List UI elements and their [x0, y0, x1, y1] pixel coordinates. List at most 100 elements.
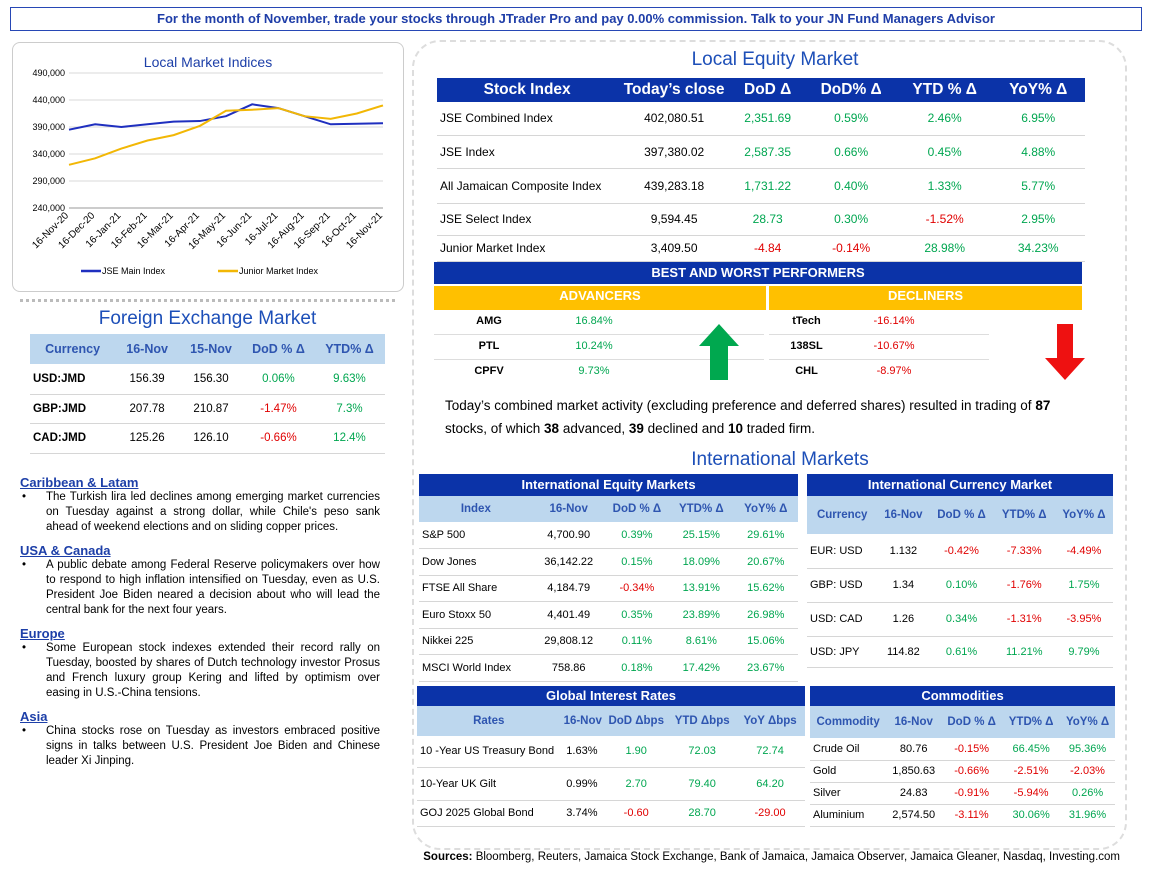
int-equity-table: International Equity Markets Index 16-Nov D… — [419, 474, 798, 682]
cell: CAD:JMD — [30, 423, 116, 454]
cell: 0.59% — [804, 102, 898, 136]
cell: -0.66% — [242, 423, 314, 454]
cell: 17.42% — [669, 654, 734, 682]
summary-part: 10 — [728, 421, 744, 436]
row: 10-Year UK Gilt 0.99% 2.70 79.40 64.20 — [417, 767, 805, 801]
row: 10 -Year US Treasury Bond 1.63% 1.90 72.03 7… — [417, 736, 805, 768]
performer-pct: 16.84% — [575, 315, 613, 327]
cell: 66.45% — [1002, 738, 1061, 761]
summary-part: traded firm. — [743, 421, 816, 436]
cell: 210.87 — [179, 394, 243, 424]
performer-pct: 10.24% — [575, 340, 613, 352]
header-row: Commodity 16-Nov DoD % Δ YTD% Δ YoY% Δ — [810, 706, 1115, 738]
cell: Nikkei 225 — [419, 628, 533, 655]
cell: -4.49% — [1054, 534, 1113, 569]
table-title: Commodities — [810, 686, 1115, 706]
row: S&P 500 4,700.90 0.39% 25.15% 29.61% — [419, 522, 798, 549]
international-title: International Markets — [691, 449, 869, 470]
bullet: • — [22, 725, 27, 737]
cell: -5.94% — [1002, 782, 1061, 805]
chart: Local Market Indices 240,000 290,000 340,00… — [30, 54, 385, 276]
cell: 29.61% — [733, 522, 798, 549]
y-tick-label: 440,000 — [32, 95, 65, 105]
cell: Silver — [810, 782, 887, 805]
cell: 1.63% — [560, 736, 604, 768]
news: Caribbean & Latam • The Turkish lira led d… — [20, 475, 380, 769]
cell: 4.88% — [991, 135, 1085, 169]
cell: 0.30% — [804, 203, 898, 236]
right-panel — [412, 40, 1127, 850]
cell: 34.23% — [991, 235, 1085, 262]
fx-title: Foreign Exchange Market — [98, 308, 317, 329]
performer-pct: 9.73% — [578, 365, 610, 377]
summary-part: stocks, of which — [445, 421, 545, 436]
cell: 15.06% — [733, 628, 798, 655]
cell: 0.66% — [804, 135, 898, 169]
cell: 0.40% — [804, 168, 898, 204]
header-cell: 16-Nov — [560, 706, 604, 736]
summary-part: 38 — [544, 421, 560, 436]
performer-row: PTL 10.24% — [434, 335, 764, 360]
summary-part: 39 — [628, 421, 644, 436]
cell: 439,283.18 — [617, 168, 731, 204]
news-item: • A public debate among Federal Reserve p… — [20, 558, 380, 618]
cell: 11.21% — [993, 636, 1055, 668]
row: Crude Oil 80.76 -0.15% 66.45% 95.36% — [810, 738, 1115, 761]
row: USD: JPY 114.82 0.61% 11.21% 9.79% — [807, 636, 1113, 668]
news-text: The Turkish lira led declines among emer… — [46, 491, 380, 533]
y-tick-label: 290,000 — [32, 176, 65, 186]
cell: 114.82 — [877, 636, 930, 668]
header-cell: 15-Nov — [179, 334, 243, 364]
performer-row: CPFV 9.73% — [434, 360, 764, 385]
cell: USD: CAD — [807, 602, 878, 637]
row: Aluminium 2,574.50 -3.11% 30.06% 31.96% — [810, 804, 1115, 827]
cell: 0.34% — [929, 602, 994, 637]
row: GBP: USD 1.34 0.10% -1.76% 1.75% — [807, 568, 1113, 603]
cell: 0.61% — [929, 636, 994, 668]
news-heading: USA & Canada — [20, 543, 111, 558]
row: USD:JMD 156.39 156.30 0.06% 9.63% — [30, 364, 385, 395]
performer-name: PTL — [478, 340, 500, 352]
cell: 36,142.22 — [532, 548, 605, 576]
cell: 8.61% — [669, 628, 734, 655]
header-cell: YoY% Δ — [991, 78, 1085, 102]
news-heading: Europe — [20, 626, 65, 641]
y-tick-label: 390,000 — [32, 122, 65, 132]
cell: 0.11% — [604, 628, 670, 655]
y-tick-label: 490,000 — [32, 68, 65, 78]
separator — [20, 299, 395, 302]
header-cell: DoD % Δ — [242, 334, 314, 364]
performers-title: BEST AND WORST PERFORMERS — [434, 262, 1082, 284]
y-tick-label: 240,000 — [32, 203, 65, 213]
performer-pct: -16.14% — [873, 315, 915, 327]
cell: 1.26 — [877, 602, 930, 637]
header-cell: YTD Δbps — [669, 706, 736, 736]
cell: 125.26 — [115, 423, 180, 454]
cell: Gold — [810, 760, 887, 783]
performers-title-text: BEST AND WORST PERFORMERS — [434, 262, 1082, 284]
cell: 10 -Year US Treasury Bond — [417, 736, 561, 768]
news-text: China stocks rose on Tuesday as investor… — [46, 725, 380, 767]
bullet: • — [22, 559, 27, 571]
cell: -1.31% — [993, 602, 1055, 637]
cell: -1.52% — [897, 203, 992, 236]
cell: 156.39 — [115, 364, 180, 395]
cell: 0.45% — [897, 135, 992, 169]
news-item: • Some European stock indexes extended th… — [20, 641, 380, 701]
table: Commodity 16-Nov DoD % Δ YTD% Δ YoY% Δ Crude … — [810, 706, 1115, 827]
cell: -4.84 — [730, 235, 805, 262]
cell: 156.30 — [179, 364, 243, 395]
cell: 95.36% — [1060, 738, 1115, 761]
table: Currency 16-Nov DoD % Δ YTD% Δ YoY% Δ EUR: US… — [807, 496, 1113, 668]
advancers-title: ADVANCERS — [434, 286, 766, 310]
sources-text: Bloomberg, Reuters, Jamaica Stock Exchan… — [475, 851, 1120, 863]
chart-title: Local Market Indices — [144, 54, 272, 70]
cell: 1.33% — [897, 168, 992, 204]
row: FTSE All Share 4,184.79 -0.34% 13.91% 15.62% — [419, 575, 798, 602]
cell: -3.95% — [1054, 602, 1113, 637]
cell: FTSE All Share — [419, 575, 533, 602]
header-cell: 16-Nov — [115, 334, 180, 364]
cell: -0.66% — [941, 760, 1003, 783]
cell: 3,409.50 — [617, 235, 731, 262]
header-cell: YTD% Δ — [1002, 706, 1061, 738]
